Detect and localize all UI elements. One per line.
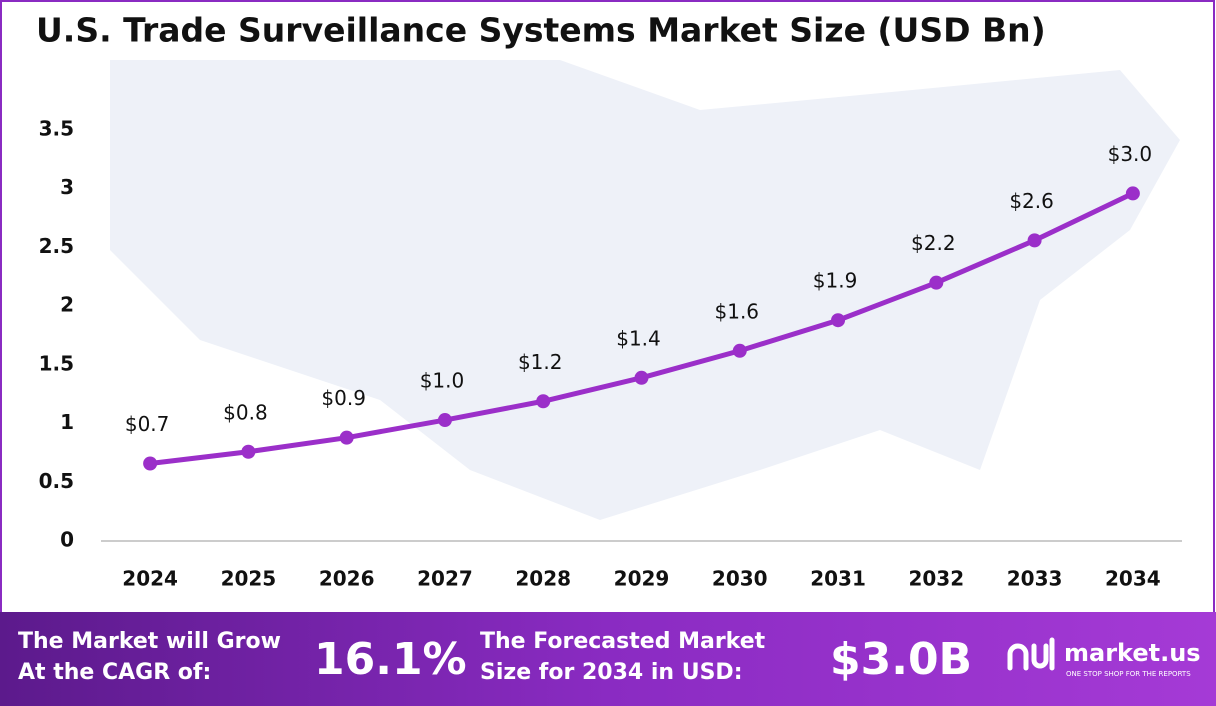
data-label: $1.4 xyxy=(616,326,661,350)
y-tick-label: 3.5 xyxy=(39,117,74,141)
data-label: $0.8 xyxy=(223,400,268,424)
tagline: ONE STOP SHOP FOR THE REPORTS xyxy=(1066,670,1191,678)
point xyxy=(241,444,256,459)
data-label: $3.0 xyxy=(1108,142,1153,166)
y-tick-label: 0 xyxy=(60,528,74,552)
point xyxy=(1027,233,1042,248)
data-label: $1.6 xyxy=(715,299,760,323)
forecast-value: $3.0B xyxy=(830,634,972,685)
y-tick-label: 1.5 xyxy=(39,351,74,375)
y-tick-label: 3 xyxy=(60,175,74,199)
data-label: $1.2 xyxy=(518,350,563,374)
y-tick-label: 2 xyxy=(60,293,74,317)
y-tick-label: 2.5 xyxy=(39,234,74,258)
cagr-value: 16.1% xyxy=(314,634,467,685)
x-tick-label: 2033 xyxy=(1007,567,1063,591)
point xyxy=(634,370,649,385)
data-label: $2.2 xyxy=(911,231,956,255)
forecast-text: Size for 2034 in USD: xyxy=(480,660,743,685)
data-label: $2.6 xyxy=(1009,189,1054,213)
point xyxy=(536,394,551,409)
point xyxy=(831,313,846,328)
x-tick-label: 2027 xyxy=(417,567,473,591)
x-tick-label: 2030 xyxy=(712,567,768,591)
x-tick-label: 2024 xyxy=(122,567,178,591)
x-tick-label: 2028 xyxy=(515,567,571,591)
point xyxy=(732,343,747,358)
cagr-text: At the CAGR of: xyxy=(18,660,211,685)
brand-logo xyxy=(1007,637,1055,671)
data-label: $1.9 xyxy=(813,269,858,293)
y-tick-label: 0.5 xyxy=(39,469,74,493)
x-tick-label: 2025 xyxy=(221,567,277,591)
footer-band xyxy=(0,612,1216,706)
point xyxy=(437,413,452,428)
y-tick-label: 1 xyxy=(60,410,74,434)
point xyxy=(339,430,354,445)
chart-title: U.S. Trade Surveillance Systems Market S… xyxy=(36,11,1046,50)
x-tick-label: 2034 xyxy=(1105,567,1161,591)
data-label: $0.9 xyxy=(321,386,366,410)
cagr-text: The Market will Grow xyxy=(18,629,281,654)
x-tick-label: 2032 xyxy=(908,567,964,591)
data-label: $0.7 xyxy=(125,412,170,436)
x-tick-label: 2031 xyxy=(810,567,866,591)
map-background xyxy=(110,60,1180,520)
data-label: $1.0 xyxy=(420,369,465,393)
forecast-text: The Forecasted Market xyxy=(480,629,766,654)
point xyxy=(929,275,944,290)
point xyxy=(1125,186,1140,201)
brand: market.us xyxy=(1064,639,1201,667)
x-tick-label: 2029 xyxy=(614,567,670,591)
point xyxy=(143,456,158,471)
x-tick-label: 2026 xyxy=(319,567,375,591)
